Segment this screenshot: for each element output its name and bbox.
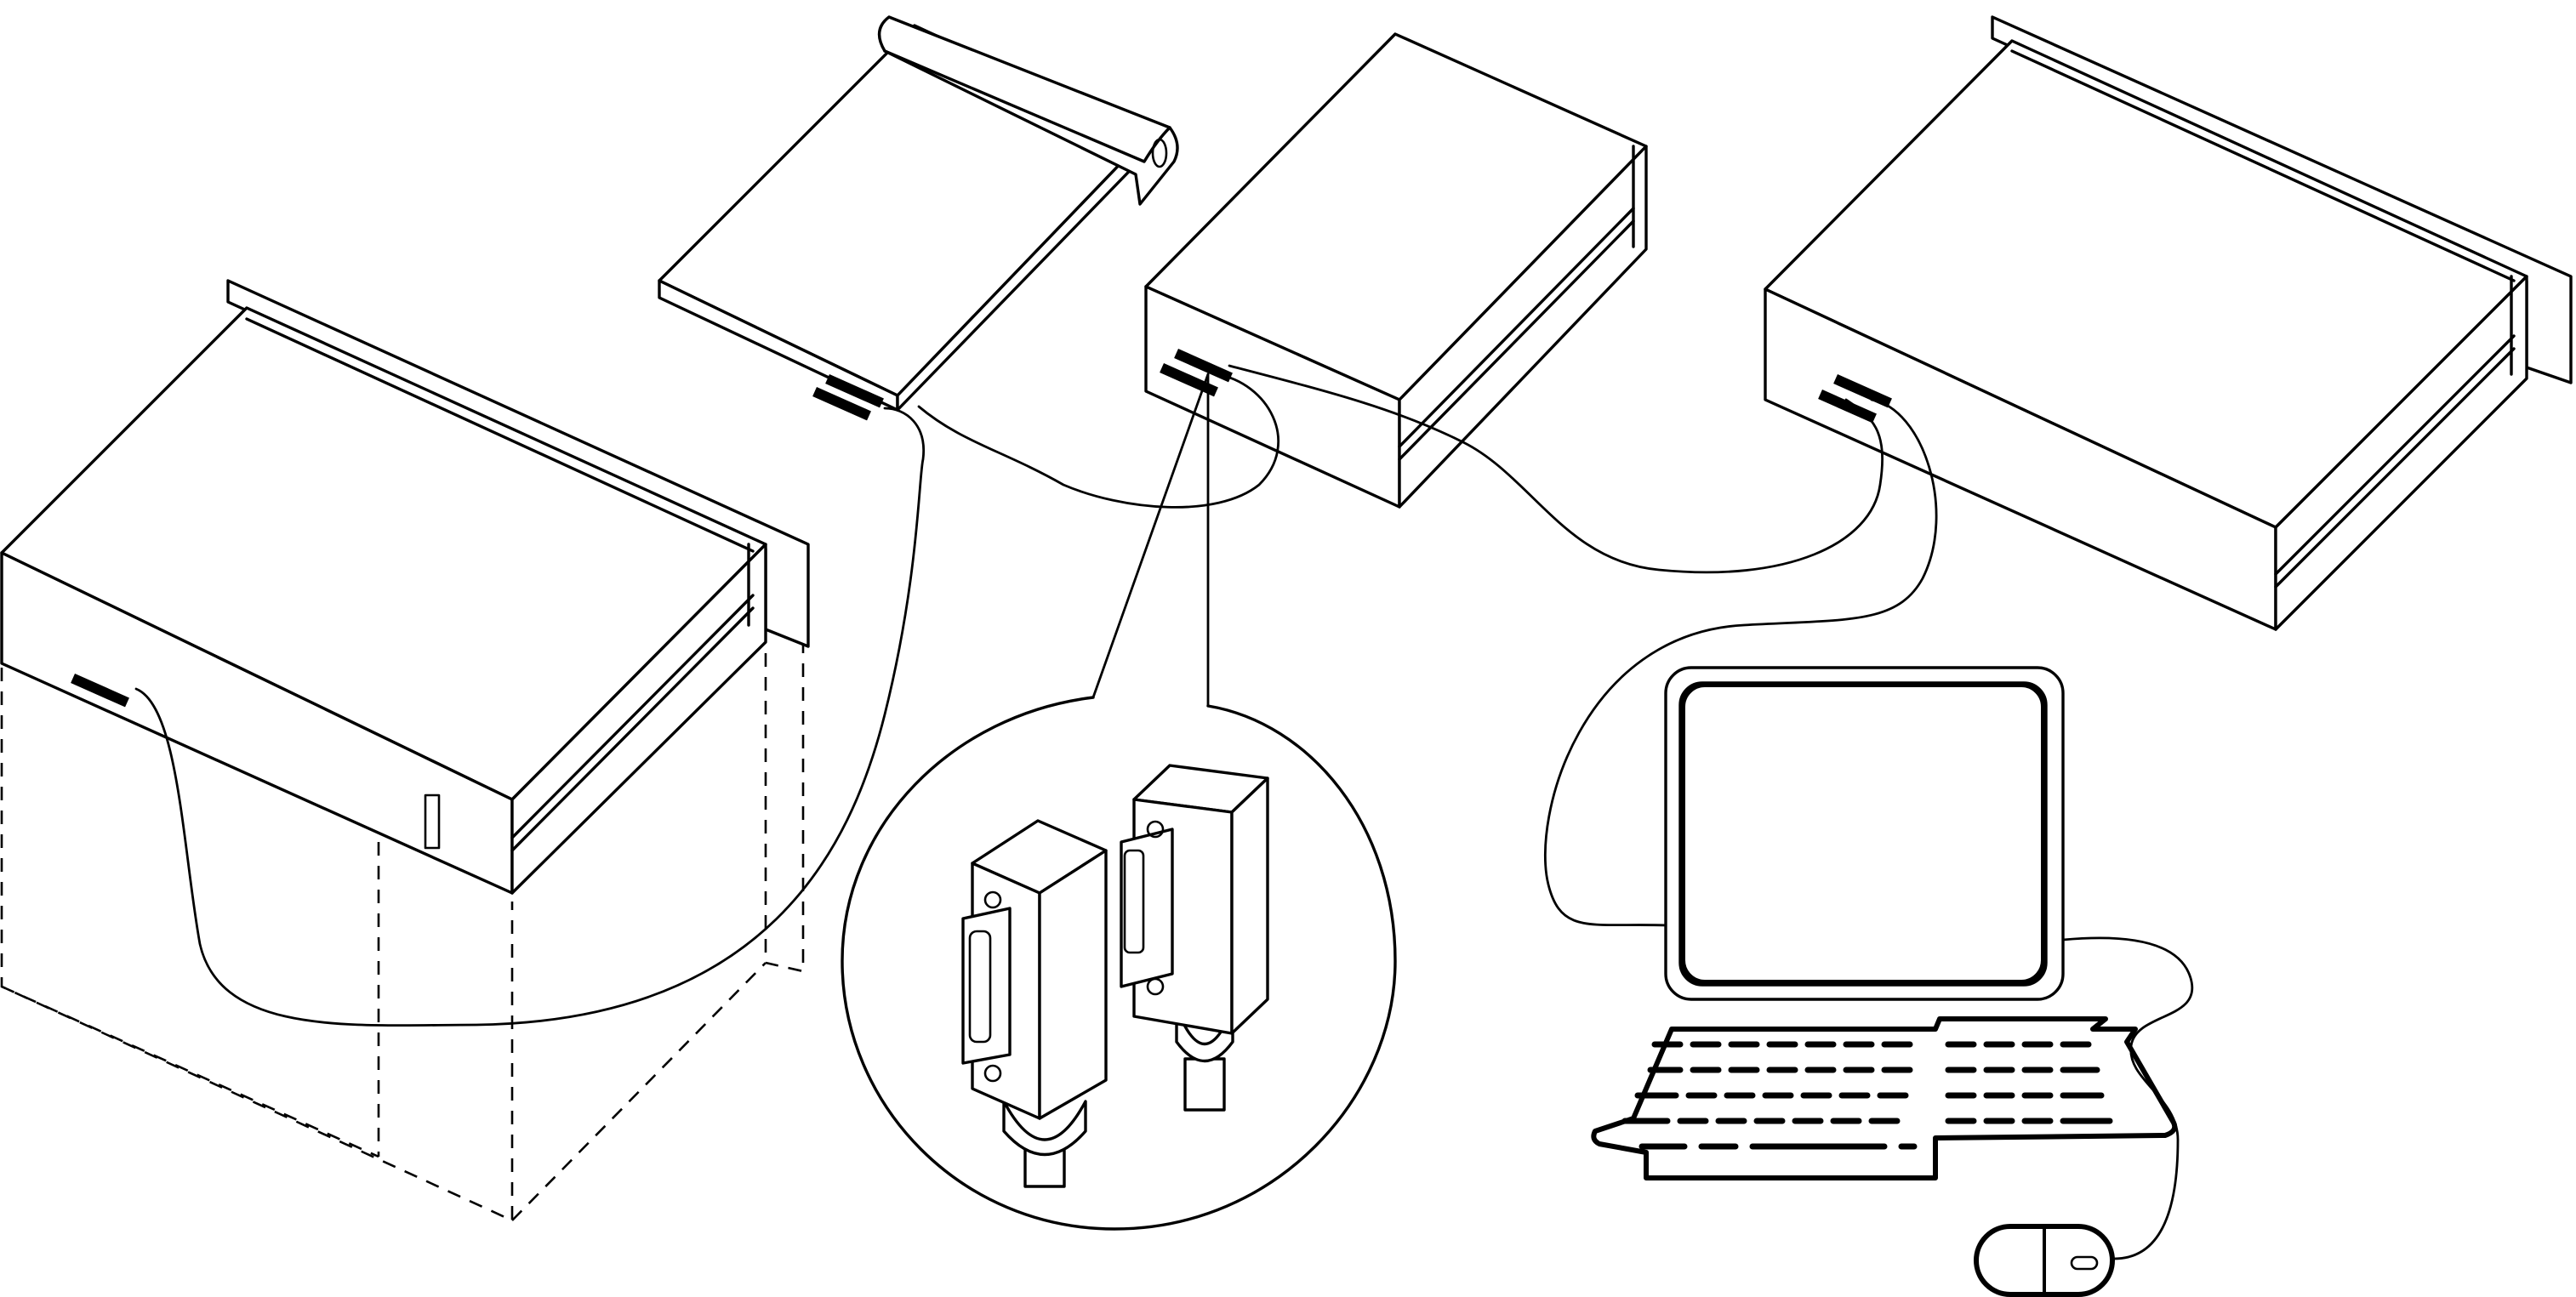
- compact-box-unit: [1144, 32, 1648, 509]
- mouse: [1974, 1224, 2115, 1297]
- front-connector: [961, 819, 1108, 1188]
- large-rack-unit-right: [1764, 15, 2573, 631]
- keyboard: [1591, 1016, 2178, 1180]
- mouse-cable: [2061, 936, 2194, 1260]
- port-slim-unit-b: [812, 387, 871, 421]
- port-right-unit-b: [1818, 389, 1877, 424]
- large-rack-unit-left: [0, 279, 810, 895]
- port-left-unit: [71, 674, 129, 708]
- port-right-unit-a: [1833, 374, 1892, 408]
- slim-unit-with-handle: [658, 15, 1179, 421]
- detail-callout-connector-pair: [841, 696, 1397, 1231]
- keyboard-keys: [1621, 1041, 2113, 1150]
- port-slim-unit-a: [825, 373, 884, 408]
- monitor: [1664, 666, 2065, 1001]
- rear-connector: [1120, 764, 1269, 1112]
- cables: [134, 364, 1938, 1027]
- desktop-computer: [1591, 666, 2194, 1297]
